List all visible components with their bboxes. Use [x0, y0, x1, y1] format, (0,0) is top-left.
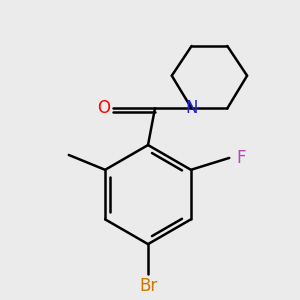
Text: F: F	[236, 149, 246, 167]
Text: N: N	[185, 99, 198, 117]
Text: O: O	[97, 99, 110, 117]
Text: Br: Br	[139, 277, 157, 295]
